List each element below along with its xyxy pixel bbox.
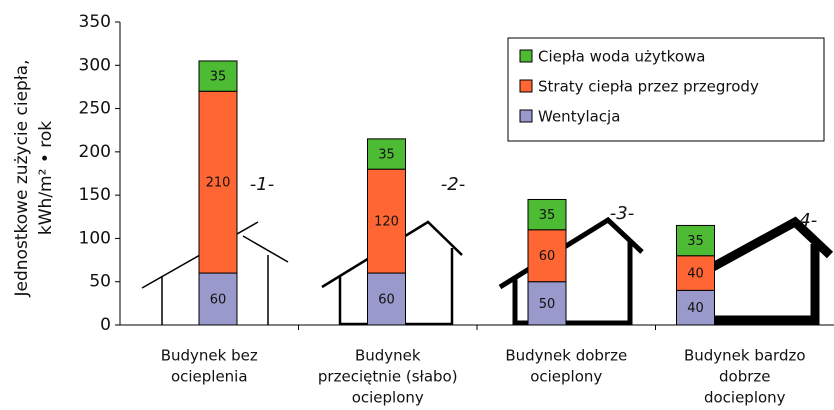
x-tick-label: ocieplony <box>530 368 602 386</box>
bar-segment <box>367 138 406 170</box>
data-label: 40 <box>687 301 704 316</box>
y-tick-label: 100 <box>79 228 111 248</box>
legend-label: Straty ciepła przez przegrody <box>538 78 759 96</box>
x-tick-label: ocieplony <box>352 389 424 407</box>
house-roof <box>242 235 289 263</box>
bar-segment <box>198 60 238 92</box>
legend-label: Ciepła woda użytkowa <box>538 48 705 66</box>
annotation: -2- <box>441 174 465 195</box>
data-label: 120 <box>374 215 399 230</box>
bar-segment <box>527 229 567 283</box>
x-tick-label: przeciętnie (słabo) <box>318 368 458 386</box>
y-tick-label: 200 <box>79 142 111 162</box>
annotation: -4- <box>793 210 817 231</box>
data-label: 60 <box>378 293 395 308</box>
data-label: 35 <box>687 234 704 249</box>
y-axis-title: Jednostkowe zużycie ciepła, <box>12 60 32 298</box>
data-label: 60 <box>210 293 227 308</box>
houses <box>141 216 834 326</box>
y-tick-label: 150 <box>79 185 111 205</box>
annotation: -1- <box>250 174 274 195</box>
data-label: 210 <box>206 176 231 191</box>
x-tick-label: Budynek <box>355 347 421 365</box>
legend-label: Wentylacja <box>538 108 620 126</box>
x-tick-label: Budynek bez <box>161 347 258 365</box>
y-tick-label: 50 <box>89 272 111 292</box>
bar-segment <box>527 281 567 326</box>
y-tick-label: 300 <box>79 55 111 75</box>
x-tick-label: dobrze <box>719 368 771 386</box>
data-label: 40 <box>687 267 704 282</box>
legend <box>507 37 825 142</box>
x-tick-label: Budynek bardzo <box>684 347 806 365</box>
y-axis-title: kWh/m² • rok <box>36 121 56 235</box>
legend-swatch <box>519 79 533 93</box>
y-tick-label: 0 <box>100 315 111 335</box>
bar-segment <box>367 168 406 274</box>
house-roof <box>321 220 463 289</box>
data-label: 35 <box>378 148 395 163</box>
house-wall <box>512 242 633 326</box>
legend-swatch <box>519 109 533 123</box>
x-tick-label: docieplony <box>704 389 786 407</box>
data-label: 35 <box>539 208 556 223</box>
bar-segment <box>527 198 567 231</box>
x-tick-label: ocieplenia <box>171 368 248 386</box>
bar-segment <box>676 224 715 257</box>
data-label: 50 <box>539 297 556 312</box>
x-tick-label: Budynek dobrze <box>505 347 627 365</box>
house-roof <box>498 216 644 290</box>
legend-swatch <box>519 49 533 63</box>
data-label: 60 <box>539 249 556 264</box>
y-tick-label: 350 <box>79 12 111 32</box>
bar-segment <box>367 272 406 326</box>
y-tick-label: 250 <box>79 99 111 119</box>
data-label: 35 <box>210 70 227 85</box>
bar-segment <box>198 272 238 326</box>
annotation: -3- <box>610 203 634 224</box>
